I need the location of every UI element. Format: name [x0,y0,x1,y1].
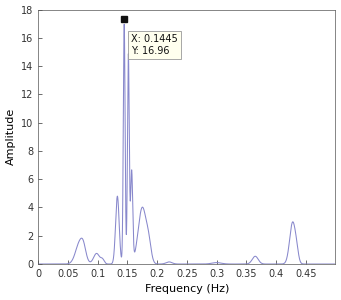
Y-axis label: Amplitude: Amplitude [5,108,16,165]
X-axis label: Frequency (Hz): Frequency (Hz) [145,284,229,294]
Text: X: 0.1445
Y: 16.96: X: 0.1445 Y: 16.96 [131,34,178,56]
